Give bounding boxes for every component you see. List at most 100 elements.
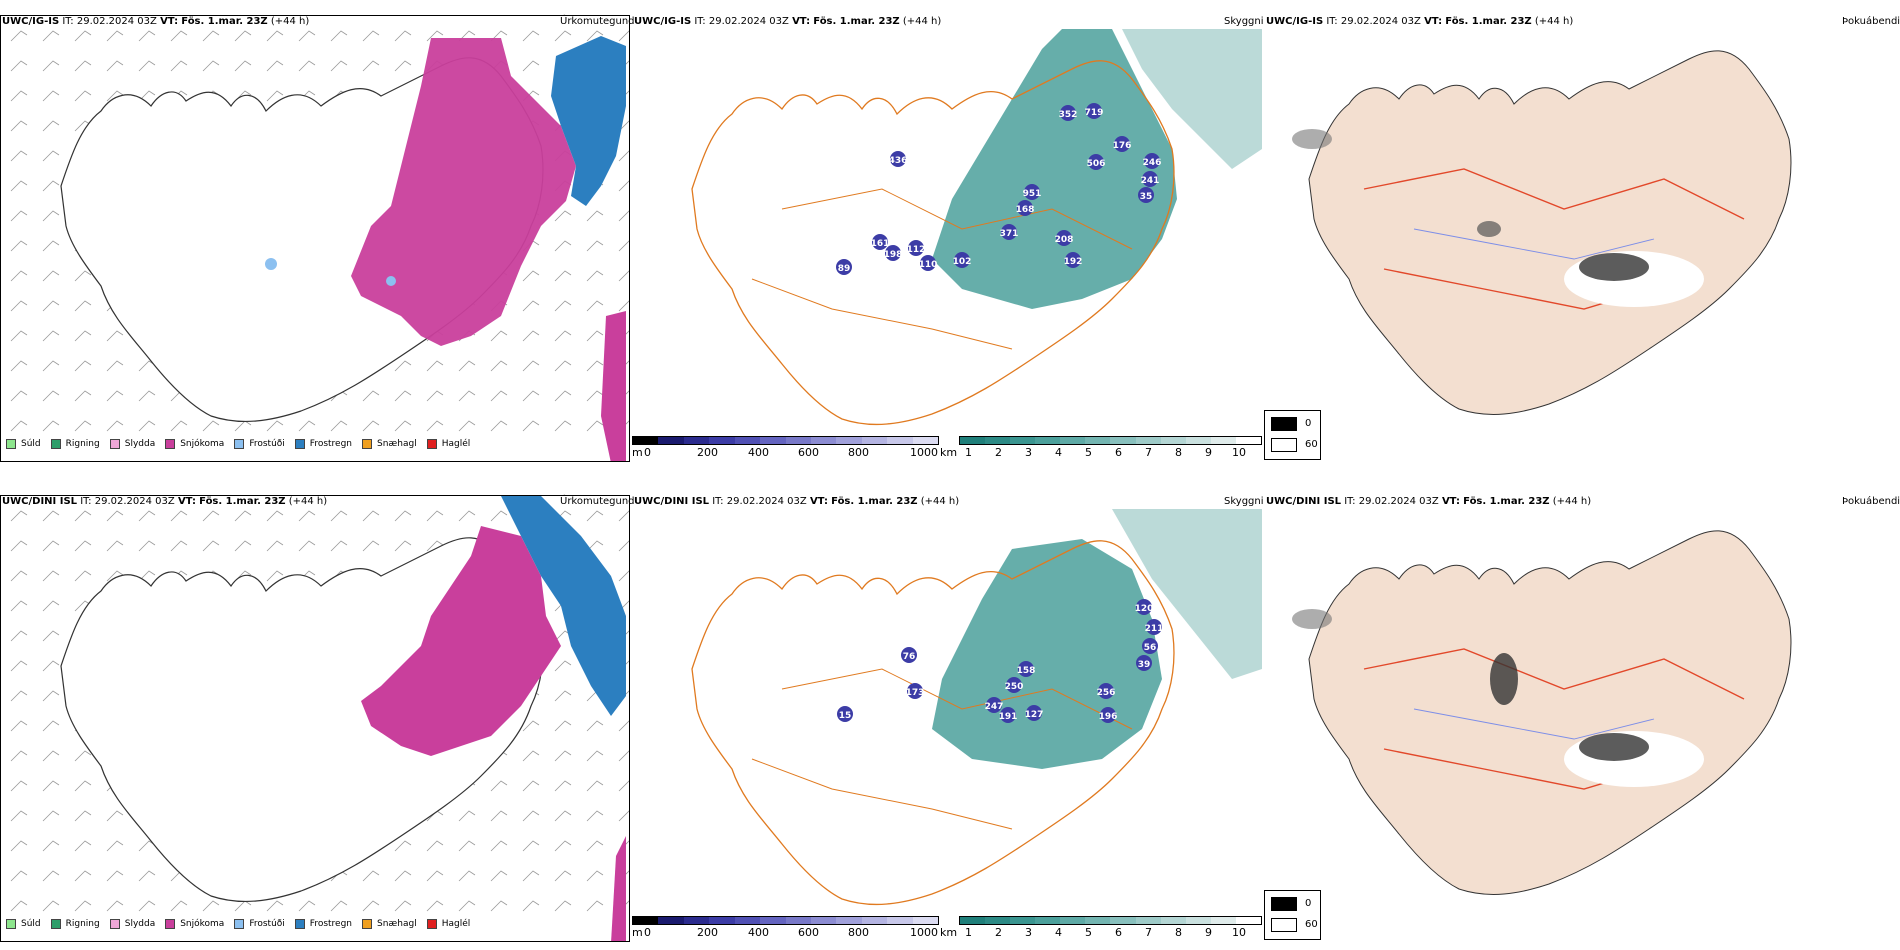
tick: 3	[1025, 926, 1032, 939]
cloud-base-label: 112	[907, 245, 926, 255]
tick: 7	[1145, 446, 1152, 459]
wind-barb	[10, 570, 28, 582]
colorbar-segment	[1135, 917, 1161, 924]
cloud-base-label: 951	[1023, 189, 1042, 199]
tick: 800	[848, 446, 869, 459]
unit-km: km	[940, 926, 958, 939]
wind-barb	[42, 750, 60, 762]
low-visibility-area	[932, 539, 1162, 769]
wind-barb	[266, 60, 284, 72]
cloud-base-label: 56	[1144, 643, 1157, 653]
wind-barb	[586, 330, 604, 342]
wind-barb	[554, 30, 572, 42]
wind-barb	[394, 30, 412, 42]
tick: 10	[1232, 926, 1246, 939]
cloud-cover-panel: UWC/DINI ISL IT: 29.02.2024 03Z VT: Fös.…	[1264, 495, 1900, 945]
colorbar-segment	[1085, 917, 1111, 924]
wind-barb	[42, 390, 60, 402]
wind-barb	[458, 510, 476, 522]
cloud-base-label: 102	[953, 257, 972, 267]
wind-barb	[170, 60, 188, 72]
colorbar-segment	[810, 437, 837, 444]
vt-label: VT:	[160, 16, 179, 27]
wind-barb	[554, 300, 572, 312]
colorbar-segment	[709, 437, 735, 444]
legend-swatch	[165, 439, 176, 449]
wind-barb	[42, 420, 60, 432]
colorbar-segment	[960, 437, 986, 444]
wind-barb	[554, 780, 572, 792]
cloud-base-label: 196	[1099, 712, 1118, 722]
wind-barb	[618, 720, 629, 732]
legend-item-drizzle: Súld	[6, 919, 41, 929]
colorbar-segment	[861, 917, 888, 924]
cloud-base-marker	[1006, 677, 1022, 693]
legend-swatch	[165, 919, 176, 929]
wind-barb	[554, 840, 572, 852]
wind-barb	[106, 390, 124, 402]
legend-item-sleet: Slydda	[109, 919, 155, 929]
wind-barb	[234, 60, 252, 72]
vt-value: Fös. 1.mar. 23Z	[1463, 496, 1550, 507]
wind-barb	[170, 540, 188, 552]
legend-label: 0	[1305, 418, 1312, 429]
cloud-base-label: 198	[884, 250, 903, 260]
wind-barb	[522, 870, 540, 882]
colorbar-segment	[1110, 917, 1136, 924]
wind-barb	[394, 870, 412, 882]
freezing-drizzle-spot	[265, 258, 277, 270]
it-value: 29.02.2024 03Z	[708, 16, 789, 27]
wind-barb	[138, 900, 156, 912]
wind-barb	[554, 330, 572, 342]
legend-item-rain: Rigning	[50, 919, 100, 929]
wind-barb	[618, 180, 629, 192]
it-label: IT:	[712, 496, 724, 507]
wind-barb	[74, 780, 92, 792]
cloud-base-marker	[1060, 105, 1076, 121]
wind-barb	[266, 420, 284, 432]
cloud-base-label: 256	[1097, 688, 1116, 698]
wind-barb	[586, 360, 604, 372]
colorbar-segment	[1010, 437, 1036, 444]
wind-barb	[234, 30, 252, 42]
wind-barb	[458, 420, 476, 432]
cloud-base-colorbar	[632, 916, 939, 925]
iceland-land	[1308, 50, 1792, 415]
visibility-colorbar	[959, 436, 1262, 445]
roads-interior	[781, 668, 1133, 730]
wind-barb	[42, 870, 60, 882]
vt-label: VT:	[809, 496, 828, 507]
wind-barb	[106, 330, 124, 342]
wind-barb	[10, 810, 28, 822]
wind-barb	[554, 870, 572, 882]
cloud-base-label: 89	[838, 264, 851, 274]
colorbar-segment	[1160, 917, 1186, 924]
tick: 6	[1115, 926, 1122, 939]
freezing-rain-area	[551, 36, 626, 206]
wind-barb	[298, 900, 316, 912]
tick: 5	[1085, 926, 1092, 939]
colorbar-segment	[1060, 917, 1086, 924]
cover-nw	[1292, 609, 1332, 629]
tick: 200	[697, 926, 718, 939]
legend-item-freezing-drizzle: Frostúði	[234, 919, 285, 929]
tick: 600	[798, 926, 819, 939]
wind-barb	[586, 510, 604, 522]
wind-barb	[74, 390, 92, 402]
cloud-base-marker	[1136, 599, 1152, 615]
legend-item-sleet: Slydda	[109, 439, 155, 449]
cloud-base-marker	[1018, 661, 1034, 677]
colorbar-segment	[836, 917, 862, 924]
it-label: IT:	[694, 16, 706, 27]
wind-barb	[74, 750, 92, 762]
legend-swatch	[6, 919, 16, 929]
wind-barb	[394, 360, 412, 372]
tick: 1	[965, 926, 972, 939]
wind-barb	[74, 90, 92, 102]
colorbar-segment	[683, 917, 710, 924]
legend-swatch	[50, 439, 61, 449]
colorbar-segment	[785, 437, 811, 444]
cloud-base-label: 120	[1135, 604, 1154, 614]
wind-barb	[522, 270, 540, 282]
